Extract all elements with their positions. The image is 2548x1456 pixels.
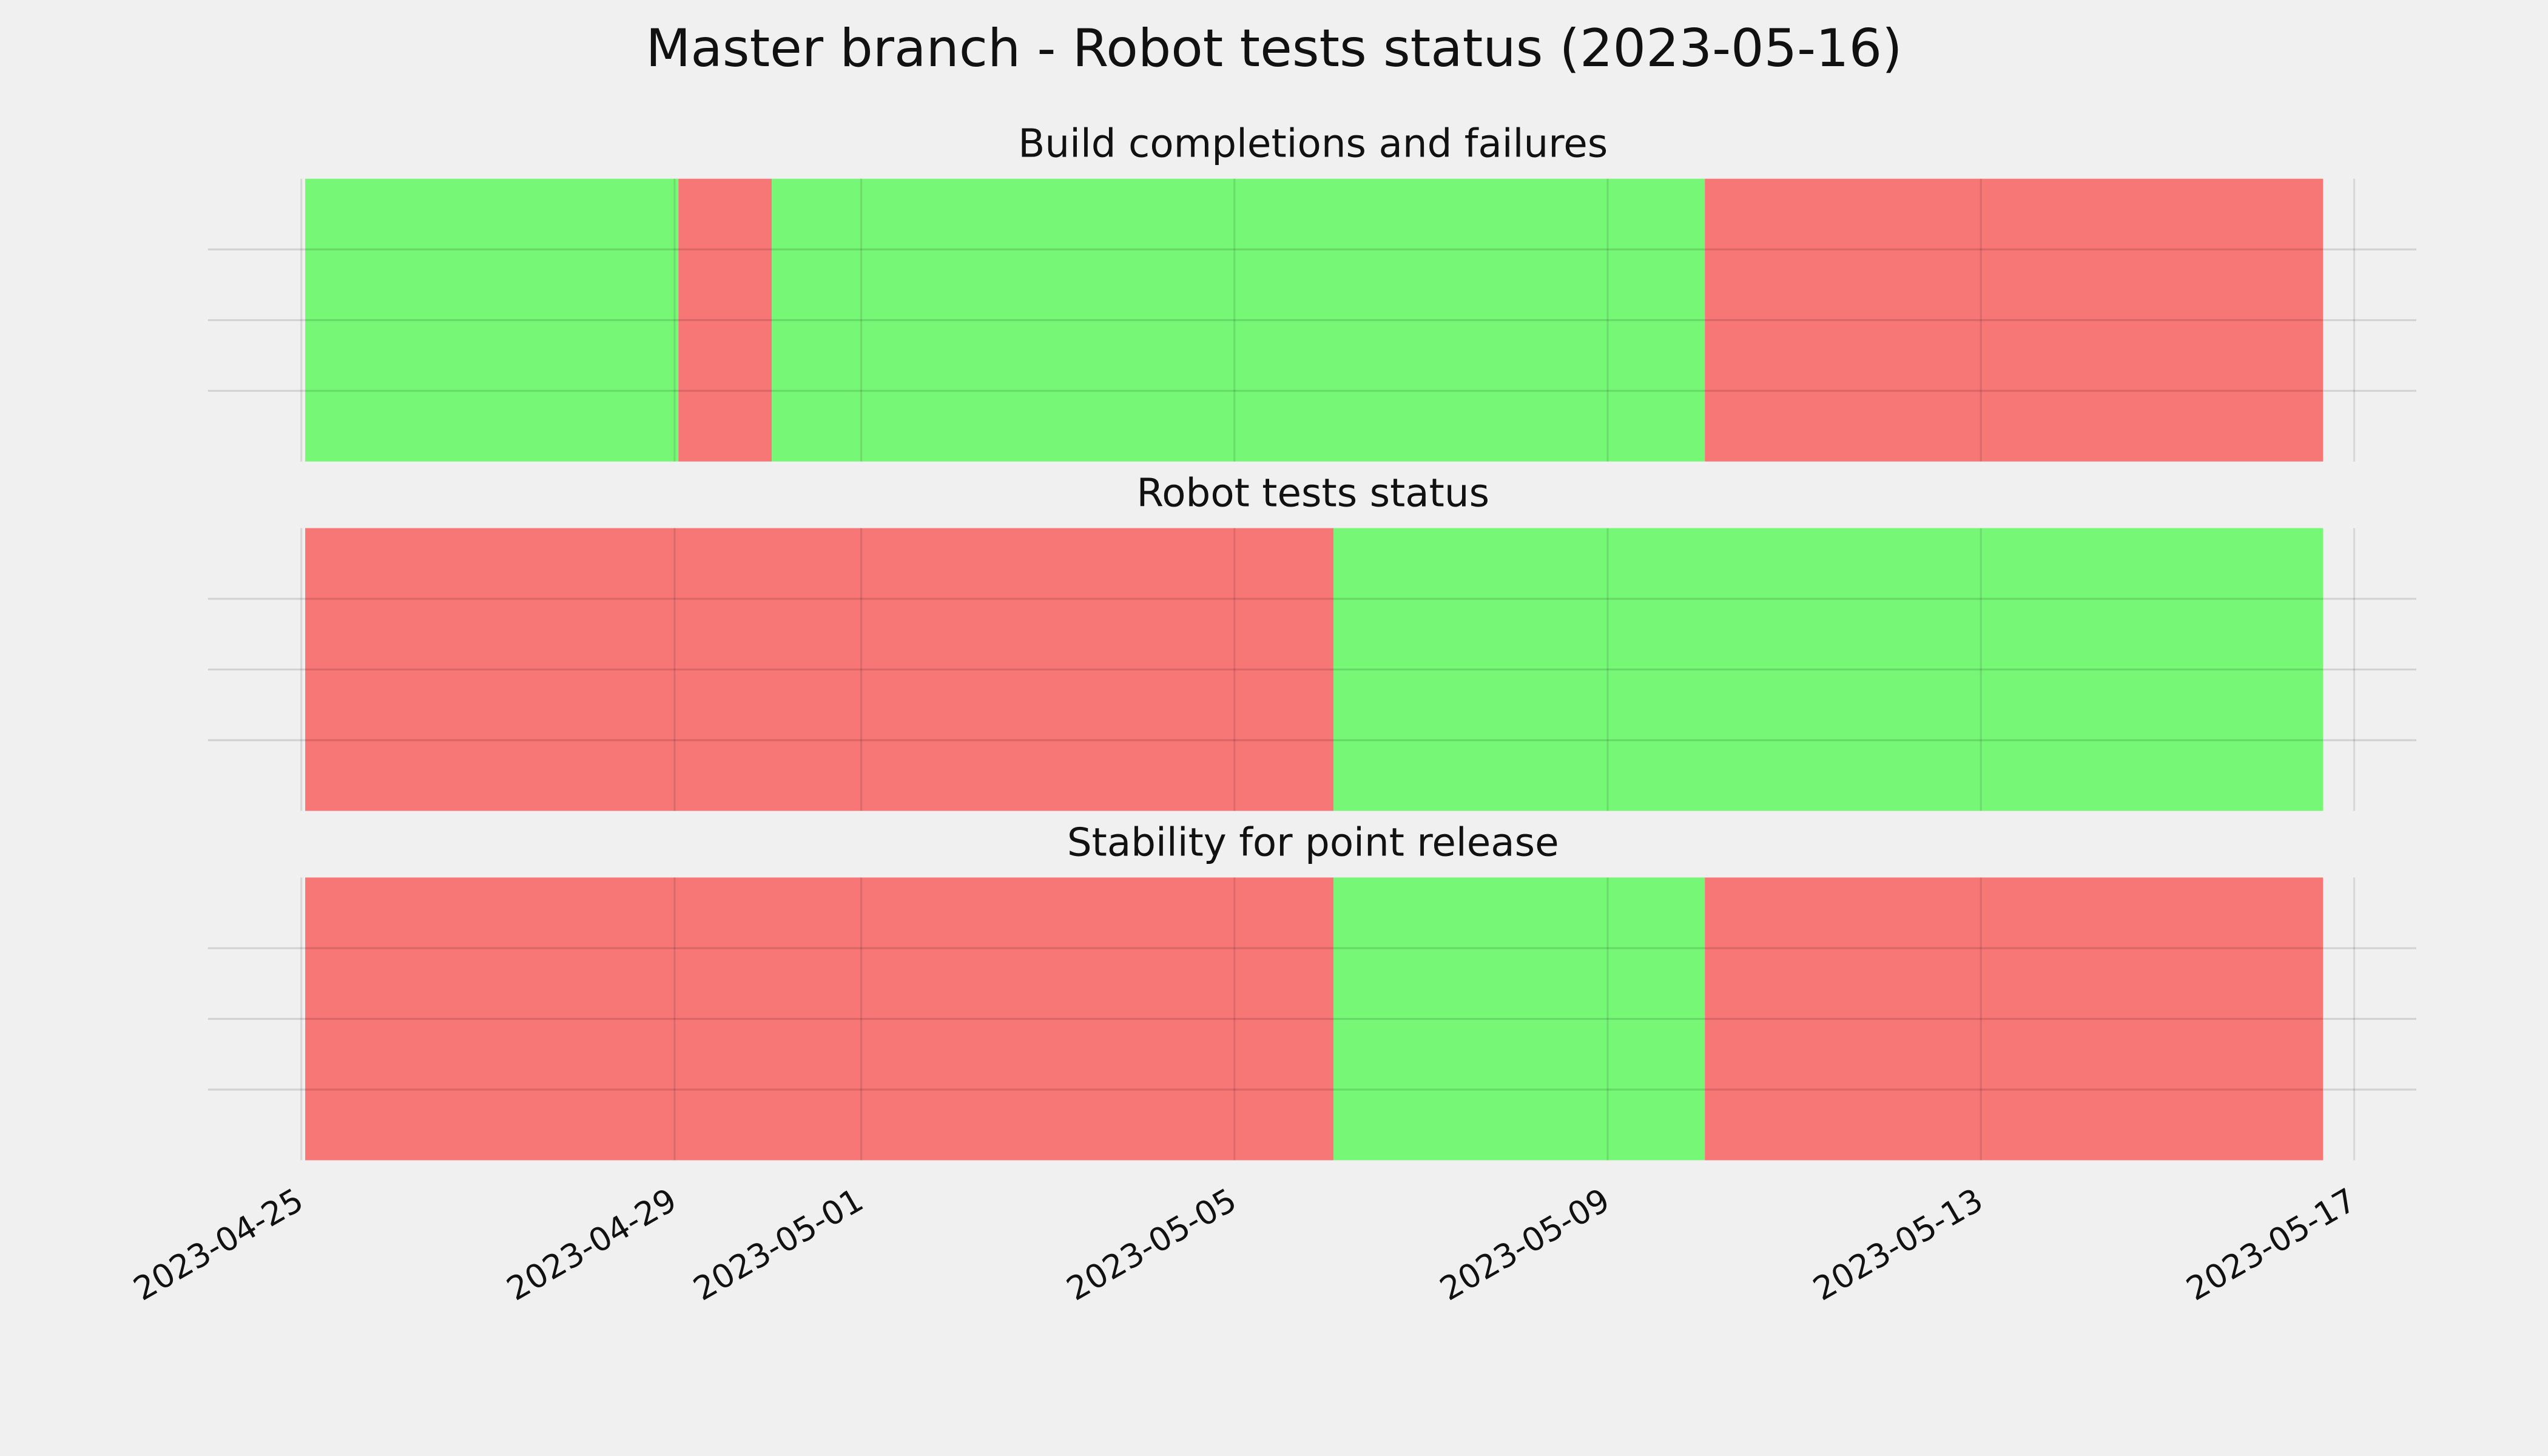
status-span (305, 528, 1334, 811)
status-span (1705, 877, 2324, 1161)
status-span (305, 178, 679, 462)
status-span (678, 178, 772, 462)
panel-title: Robot tests status (1136, 471, 1489, 516)
status-span (1705, 178, 2324, 462)
status-span (1333, 877, 1705, 1161)
status-span (1333, 528, 2324, 811)
status-span (772, 178, 1705, 462)
status-span (305, 877, 1334, 1161)
chart-title: Master branch - Robot tests status (2023… (645, 18, 1902, 79)
panel-title: Build completions and failures (1018, 121, 1608, 167)
panel-title: Stability for point release (1067, 820, 1559, 865)
